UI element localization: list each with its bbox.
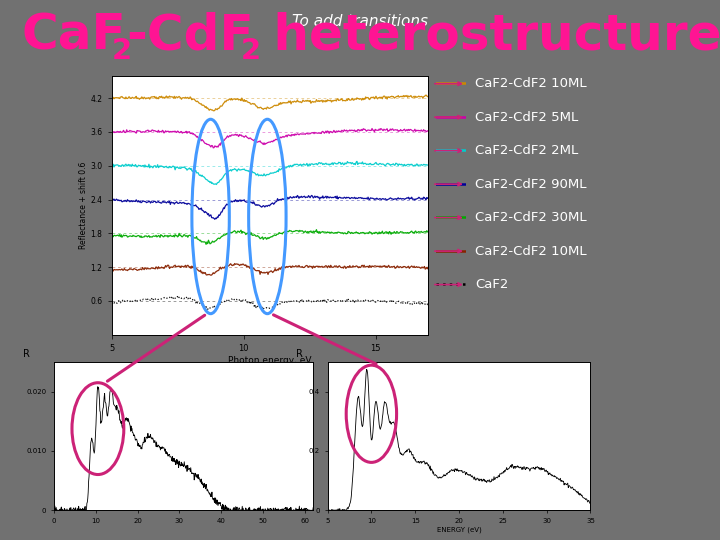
Text: CaF2-CdF2 90ML: CaF2-CdF2 90ML [475,178,587,191]
Text: 2: 2 [241,37,261,65]
Text: CaF2: CaF2 [475,278,508,291]
Text: heterostructures on Si: heterostructures on Si [256,11,720,59]
Text: CaF2-CdF2 10ML: CaF2-CdF2 10ML [475,245,587,258]
Text: To add transitions: To add transitions [292,14,428,29]
Text: CaF2-CdF2 10ML: CaF2-CdF2 10ML [475,77,587,90]
Text: R: R [23,349,30,359]
Text: CaF2-CdF2 5ML: CaF2-CdF2 5ML [475,111,578,124]
Y-axis label: Reflectance + shift 0.6: Reflectance + shift 0.6 [78,161,88,249]
Text: R: R [296,349,303,359]
Text: 2: 2 [112,37,132,65]
X-axis label: ENERGY (eV): ENERGY (eV) [436,526,482,533]
Text: -CdF: -CdF [126,11,253,59]
Text: CaF: CaF [22,11,126,59]
Text: CaF2-CdF2 2ML: CaF2-CdF2 2ML [475,144,578,157]
X-axis label: Photon energy, eV: Photon energy, eV [228,356,312,364]
Text: CaF2-CdF2 30ML: CaF2-CdF2 30ML [475,211,587,224]
